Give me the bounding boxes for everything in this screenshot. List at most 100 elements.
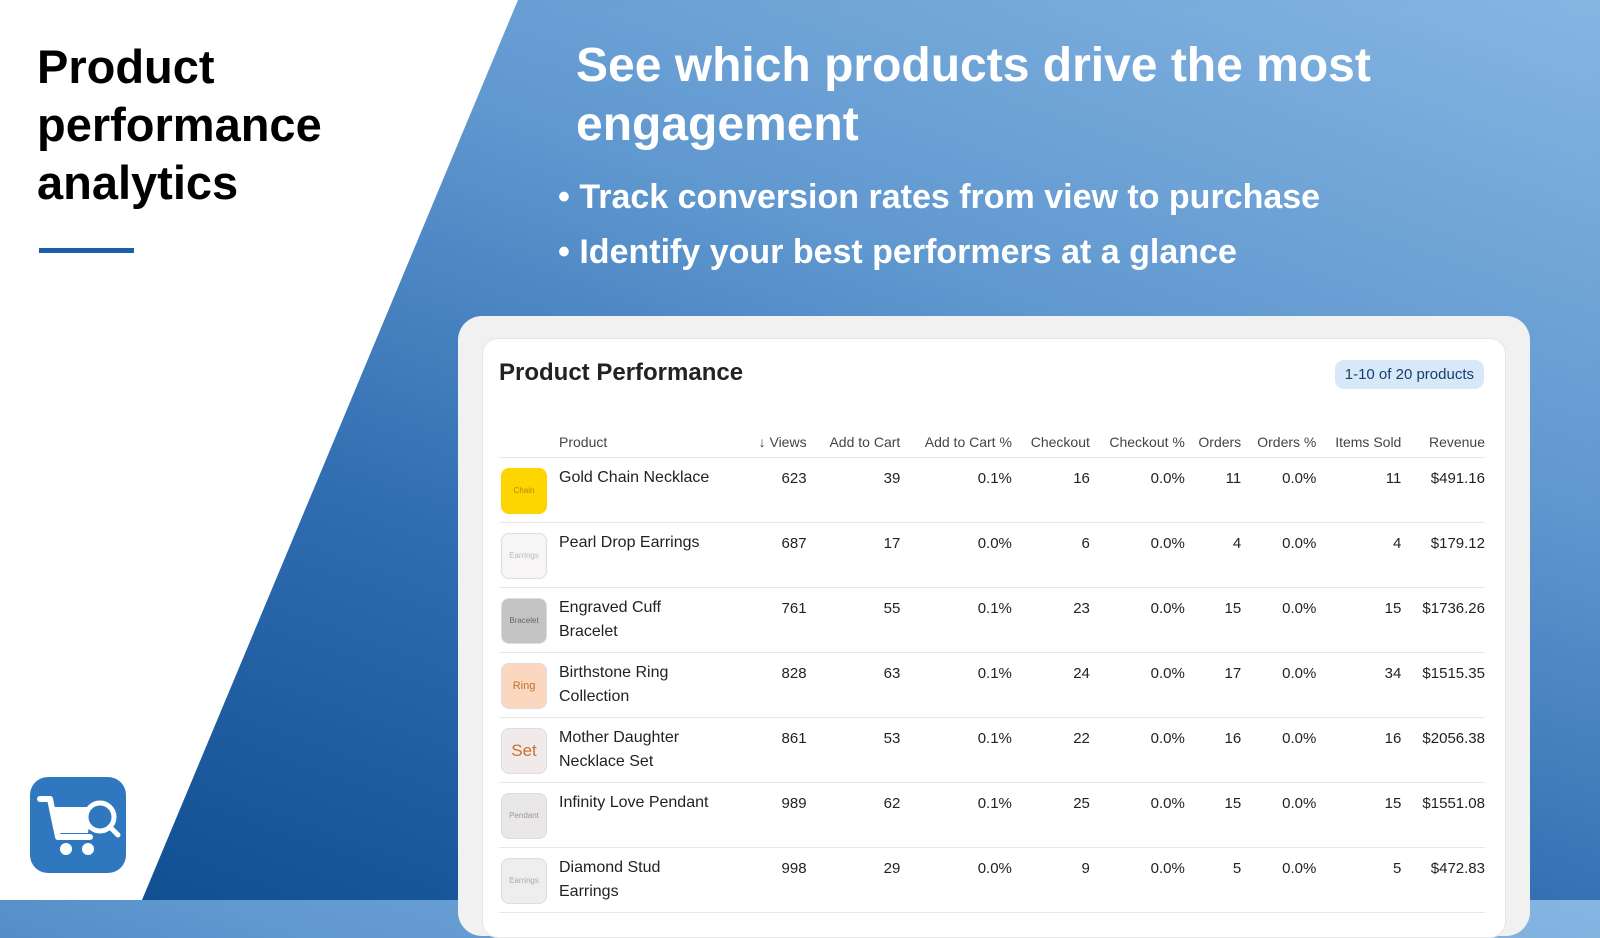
cell-orders: 16 <box>1184 717 1242 783</box>
cell-items-sold: 5 <box>1316 847 1402 913</box>
cell-items-sold: 15 <box>1316 782 1402 848</box>
cell-revenue: $472.83 <box>1401 847 1485 913</box>
cell-checkout-: 0.0% <box>1089 457 1185 523</box>
cell-orders-: 0.0% <box>1241 782 1317 848</box>
cart-search-icon <box>30 777 126 873</box>
column-label: Orders <box>1198 433 1242 450</box>
cell-add-to-cart-: 0.1% <box>900 717 1012 783</box>
product-thumbnail: Bracelet <box>501 597 547 644</box>
thumbnail-label: Set <box>511 740 537 760</box>
table-row[interactable]: Set Mother Daughter Necklace Set 861 53 0.1%… <box>499 717 1485 783</box>
cell-add-to-cart-: 0.1% <box>900 652 1012 718</box>
thumbnail-label: Earrings <box>509 551 539 560</box>
cell-checkout-: 0.0% <box>1089 782 1185 848</box>
cell-orders: 5 <box>1184 847 1242 913</box>
cell-items-sold: 16 <box>1316 717 1402 783</box>
column-label: Views <box>769 433 807 450</box>
cell-checkout: 25 <box>1011 782 1090 848</box>
product-thumbnail: Pendant <box>501 792 547 839</box>
product-name[interactable]: Infinity Love Pendant <box>559 793 709 811</box>
column-header-views[interactable]: ↓ Views <box>747 427 807 458</box>
page-title: Product performance analytics <box>37 40 322 209</box>
product-name[interactable]: Mother Daughter Necklace Set <box>559 728 680 770</box>
column-label: Product <box>559 433 608 450</box>
cell-items-sold: 15 <box>1316 587 1402 653</box>
column-header-product[interactable]: Product <box>499 427 748 458</box>
thumbnail-label: Pendant <box>509 811 539 820</box>
cell-orders: 11 <box>1184 457 1242 523</box>
column-header-add-to-cart[interactable]: Add to Cart <box>806 427 901 458</box>
table-row[interactable]: Pendant Infinity Love Pendant 989 62 0.1% 25 0… <box>499 782 1485 848</box>
product-thumbnail: Ring <box>501 662 547 709</box>
cell-orders: 4 <box>1184 522 1242 588</box>
cell-orders-: 0.0% <box>1241 587 1317 653</box>
table-row[interactable]: Bracelet Engraved Cuff Bracelet 761 55 0.1% 2… <box>499 587 1485 653</box>
table-row[interactable]: Earrings Pearl Drop Earrings 687 17 0.0% 6 0.0… <box>499 522 1485 588</box>
column-header-checkout[interactable]: Checkout <box>1011 427 1090 458</box>
hero-bullet: • Identify your best performers at a gla… <box>558 233 1237 271</box>
column-label: Revenue <box>1428 433 1485 450</box>
hero-bullet: • Track conversion rates from view to pu… <box>558 178 1321 216</box>
cell-views: 828 <box>747 652 807 718</box>
cell-orders: 15 <box>1184 587 1242 653</box>
column-header-items-sold[interactable]: Items Sold <box>1316 427 1402 458</box>
product-thumbnail: Earrings <box>501 532 547 579</box>
column-label: Add to Cart % <box>924 433 1012 450</box>
cell-views: 761 <box>747 587 807 653</box>
thumbnail-label: Ring <box>512 679 536 692</box>
cell-add-to-cart-: 0.1% <box>900 587 1012 653</box>
cell-checkout-: 0.0% <box>1089 717 1185 783</box>
product-name[interactable]: Engraved Cuff Bracelet <box>559 598 661 640</box>
cell-add-to-cart-: 0.0% <box>900 847 1012 913</box>
cell-checkout-: 0.0% <box>1089 847 1185 913</box>
cell-orders: 15 <box>1184 782 1242 848</box>
cell-revenue: $1551.08 <box>1401 782 1485 848</box>
arrow-down-icon: ↓ <box>758 433 770 450</box>
column-header-revenue[interactable]: Revenue <box>1401 427 1485 458</box>
product-performance-card: Product Performance 1-10 of 20 products … <box>482 338 1506 938</box>
title-underline <box>39 248 134 253</box>
column-header-checkout-[interactable]: Checkout % <box>1089 427 1185 458</box>
card-title: Product Performance <box>499 359 744 386</box>
product-cell: Chain Gold Chain Necklace <box>499 457 748 523</box>
cell-add-to-cart: 55 <box>806 587 901 653</box>
table-row[interactable]: Ring Birthstone Ring Collection 828 63 0.1% 2… <box>499 652 1485 718</box>
cell-add-to-cart: 29 <box>806 847 901 913</box>
cell-add-to-cart-: 0.1% <box>900 457 1012 523</box>
column-header-orders-[interactable]: Orders % <box>1241 427 1317 458</box>
column-header-add-to-cart-[interactable]: Add to Cart % <box>900 427 1012 458</box>
product-name[interactable]: Gold Chain Necklace <box>559 468 710 486</box>
product-name[interactable]: Pearl Drop Earrings <box>559 533 700 551</box>
cell-views: 861 <box>747 717 807 783</box>
cell-add-to-cart-: 0.0% <box>900 522 1012 588</box>
cell-items-sold: 34 <box>1316 652 1402 718</box>
product-cell: Set Mother Daughter Necklace Set <box>499 717 748 783</box>
product-name[interactable]: Birthstone Ring Collection <box>559 663 669 705</box>
cell-checkout-: 0.0% <box>1089 587 1185 653</box>
cell-checkout-: 0.0% <box>1089 652 1185 718</box>
cell-checkout: 22 <box>1011 717 1090 783</box>
product-cell: Earrings Diamond Stud Earrings <box>499 847 748 913</box>
cell-views: 998 <box>747 847 807 913</box>
product-name[interactable]: Diamond Stud Earrings <box>559 858 661 900</box>
cell-orders-: 0.0% <box>1241 457 1317 523</box>
product-thumbnail: Chain <box>501 467 547 514</box>
cell-add-to-cart: 39 <box>806 457 901 523</box>
cell-checkout: 9 <box>1011 847 1090 913</box>
hero-headline: See which products drive the most engage… <box>576 39 1371 151</box>
table-row[interactable]: Earrings Diamond Stud Earrings 998 29 0.0% 9 0… <box>499 847 1485 913</box>
cell-revenue: $2056.38 <box>1401 717 1485 783</box>
cell-views: 623 <box>747 457 807 523</box>
cell-orders: 17 <box>1184 652 1242 718</box>
thumbnail-label: Chain <box>513 486 535 495</box>
column-header-orders[interactable]: Orders <box>1184 427 1242 458</box>
product-thumbnail: Set <box>501 727 547 774</box>
cell-revenue: $1736.26 <box>1401 587 1485 653</box>
product-cell: Ring Birthstone Ring Collection <box>499 652 748 718</box>
product-cell: Pendant Infinity Love Pendant <box>499 782 748 848</box>
product-cell: Bracelet Engraved Cuff Bracelet <box>499 587 748 653</box>
column-label: Add to Cart <box>829 433 901 450</box>
column-label: Checkout % <box>1109 433 1185 450</box>
table-row[interactable]: Chain Gold Chain Necklace 623 39 0.1% 16 0.0% 1… <box>499 457 1485 523</box>
column-label: Checkout <box>1030 433 1090 450</box>
